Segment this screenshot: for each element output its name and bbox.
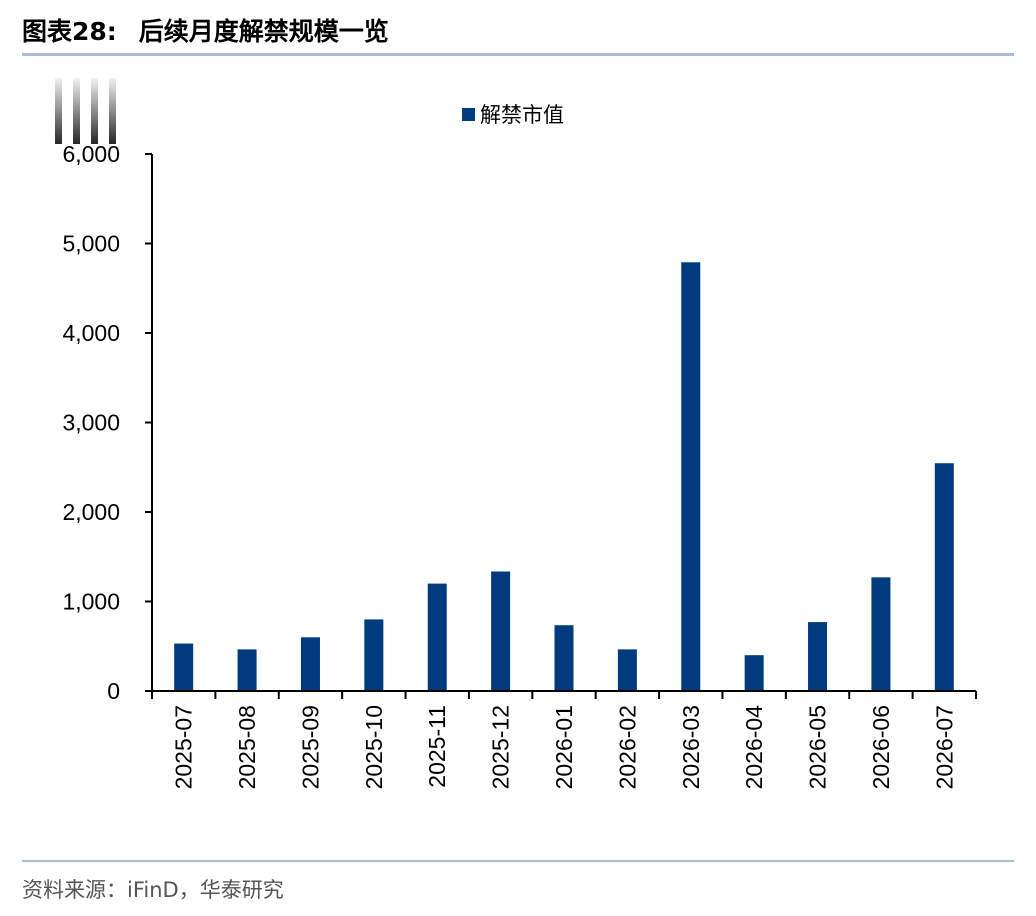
x-tick-label: 2025-12: [488, 705, 514, 789]
x-tick-label: 2026-06: [868, 705, 894, 789]
bar-2025-07: [174, 643, 194, 691]
bar-chart: 0 1,000 2,000 3,000 4,000 5,000 6,000 2025-07 20…: [62, 103, 977, 790]
x-tick-label: 2025-10: [361, 705, 387, 789]
bar-2026-05: [808, 622, 828, 691]
x-tick-label: 2026-07: [931, 705, 957, 789]
y-tick-label: 6,000: [62, 141, 120, 167]
bar-2025-11: [427, 583, 447, 691]
title-divider: [22, 53, 1014, 56]
x-tick-label: 2026-01: [551, 705, 577, 789]
bar-2025-09: [300, 637, 320, 691]
x-tick-label: 2025-11: [424, 705, 450, 788]
bar-2025-12: [491, 571, 511, 691]
bar-2026-02: [617, 649, 637, 691]
x-tick-label: 2026-05: [805, 705, 831, 789]
legend-swatch: [462, 108, 475, 121]
x-tick-label: 2025-08: [234, 705, 260, 789]
y-tick-label: 2,000: [62, 499, 120, 525]
x-tick-label: 2025-09: [297, 705, 323, 789]
x-tick-label: 2026-04: [741, 705, 767, 790]
bar-2025-08: [237, 649, 257, 691]
figure-label: 图表28:: [22, 17, 117, 46]
bar-2025-10: [364, 619, 384, 691]
decorative-marks: [55, 78, 117, 144]
y-tick-label: 1,000: [62, 589, 120, 615]
bar-2026-07: [934, 463, 954, 691]
x-tick-label: 2026-03: [678, 705, 704, 789]
footer-divider: [22, 860, 1014, 862]
bar-2026-01: [554, 625, 574, 691]
y-tick-label: 4,000: [62, 320, 120, 346]
x-tick-label: 2026-02: [614, 705, 640, 789]
y-tick-label: 3,000: [62, 410, 120, 436]
y-tick-label: 0: [107, 678, 120, 704]
source-note: 资料来源：iFinD，华泰研究: [22, 878, 284, 902]
legend-label: 解禁市值: [480, 103, 564, 127]
bar-2026-03: [681, 262, 701, 691]
bar-2026-06: [871, 577, 891, 691]
figure-title: 图表28: 后续月度解禁规模一览: [22, 12, 389, 48]
bar-2026-04: [744, 655, 764, 691]
x-tick-label: 2025-07: [171, 705, 197, 789]
y-tick-label: 5,000: [62, 231, 120, 257]
figure-title-text: 后续月度解禁规模一览: [138, 17, 389, 46]
